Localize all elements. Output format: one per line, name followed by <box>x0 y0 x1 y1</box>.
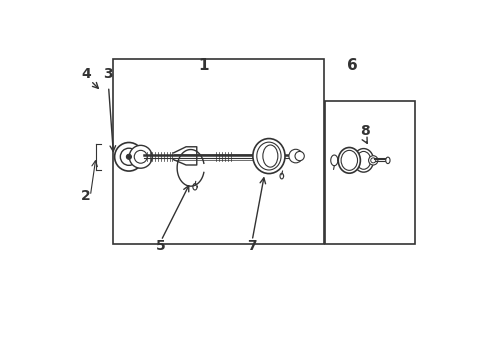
Circle shape <box>115 143 143 171</box>
Text: 1: 1 <box>198 58 209 73</box>
Text: 7: 7 <box>247 239 257 253</box>
Circle shape <box>129 145 152 168</box>
Circle shape <box>289 149 302 163</box>
Ellipse shape <box>263 145 278 167</box>
Ellipse shape <box>338 148 360 173</box>
Text: 5: 5 <box>156 239 166 253</box>
Ellipse shape <box>354 149 373 172</box>
Text: 4: 4 <box>81 67 91 81</box>
Ellipse shape <box>356 152 371 169</box>
Circle shape <box>371 158 376 163</box>
Circle shape <box>134 150 147 163</box>
Text: 2: 2 <box>81 189 91 203</box>
Circle shape <box>121 148 138 165</box>
Ellipse shape <box>253 139 285 174</box>
Circle shape <box>368 156 378 165</box>
Circle shape <box>126 154 131 159</box>
Ellipse shape <box>257 142 281 170</box>
Text: 8: 8 <box>360 124 369 138</box>
Circle shape <box>295 152 304 161</box>
Ellipse shape <box>341 150 358 170</box>
Bar <box>113 59 323 244</box>
Text: 6: 6 <box>347 58 358 73</box>
Ellipse shape <box>386 157 390 163</box>
Bar <box>325 102 415 244</box>
Text: 3: 3 <box>103 67 112 81</box>
